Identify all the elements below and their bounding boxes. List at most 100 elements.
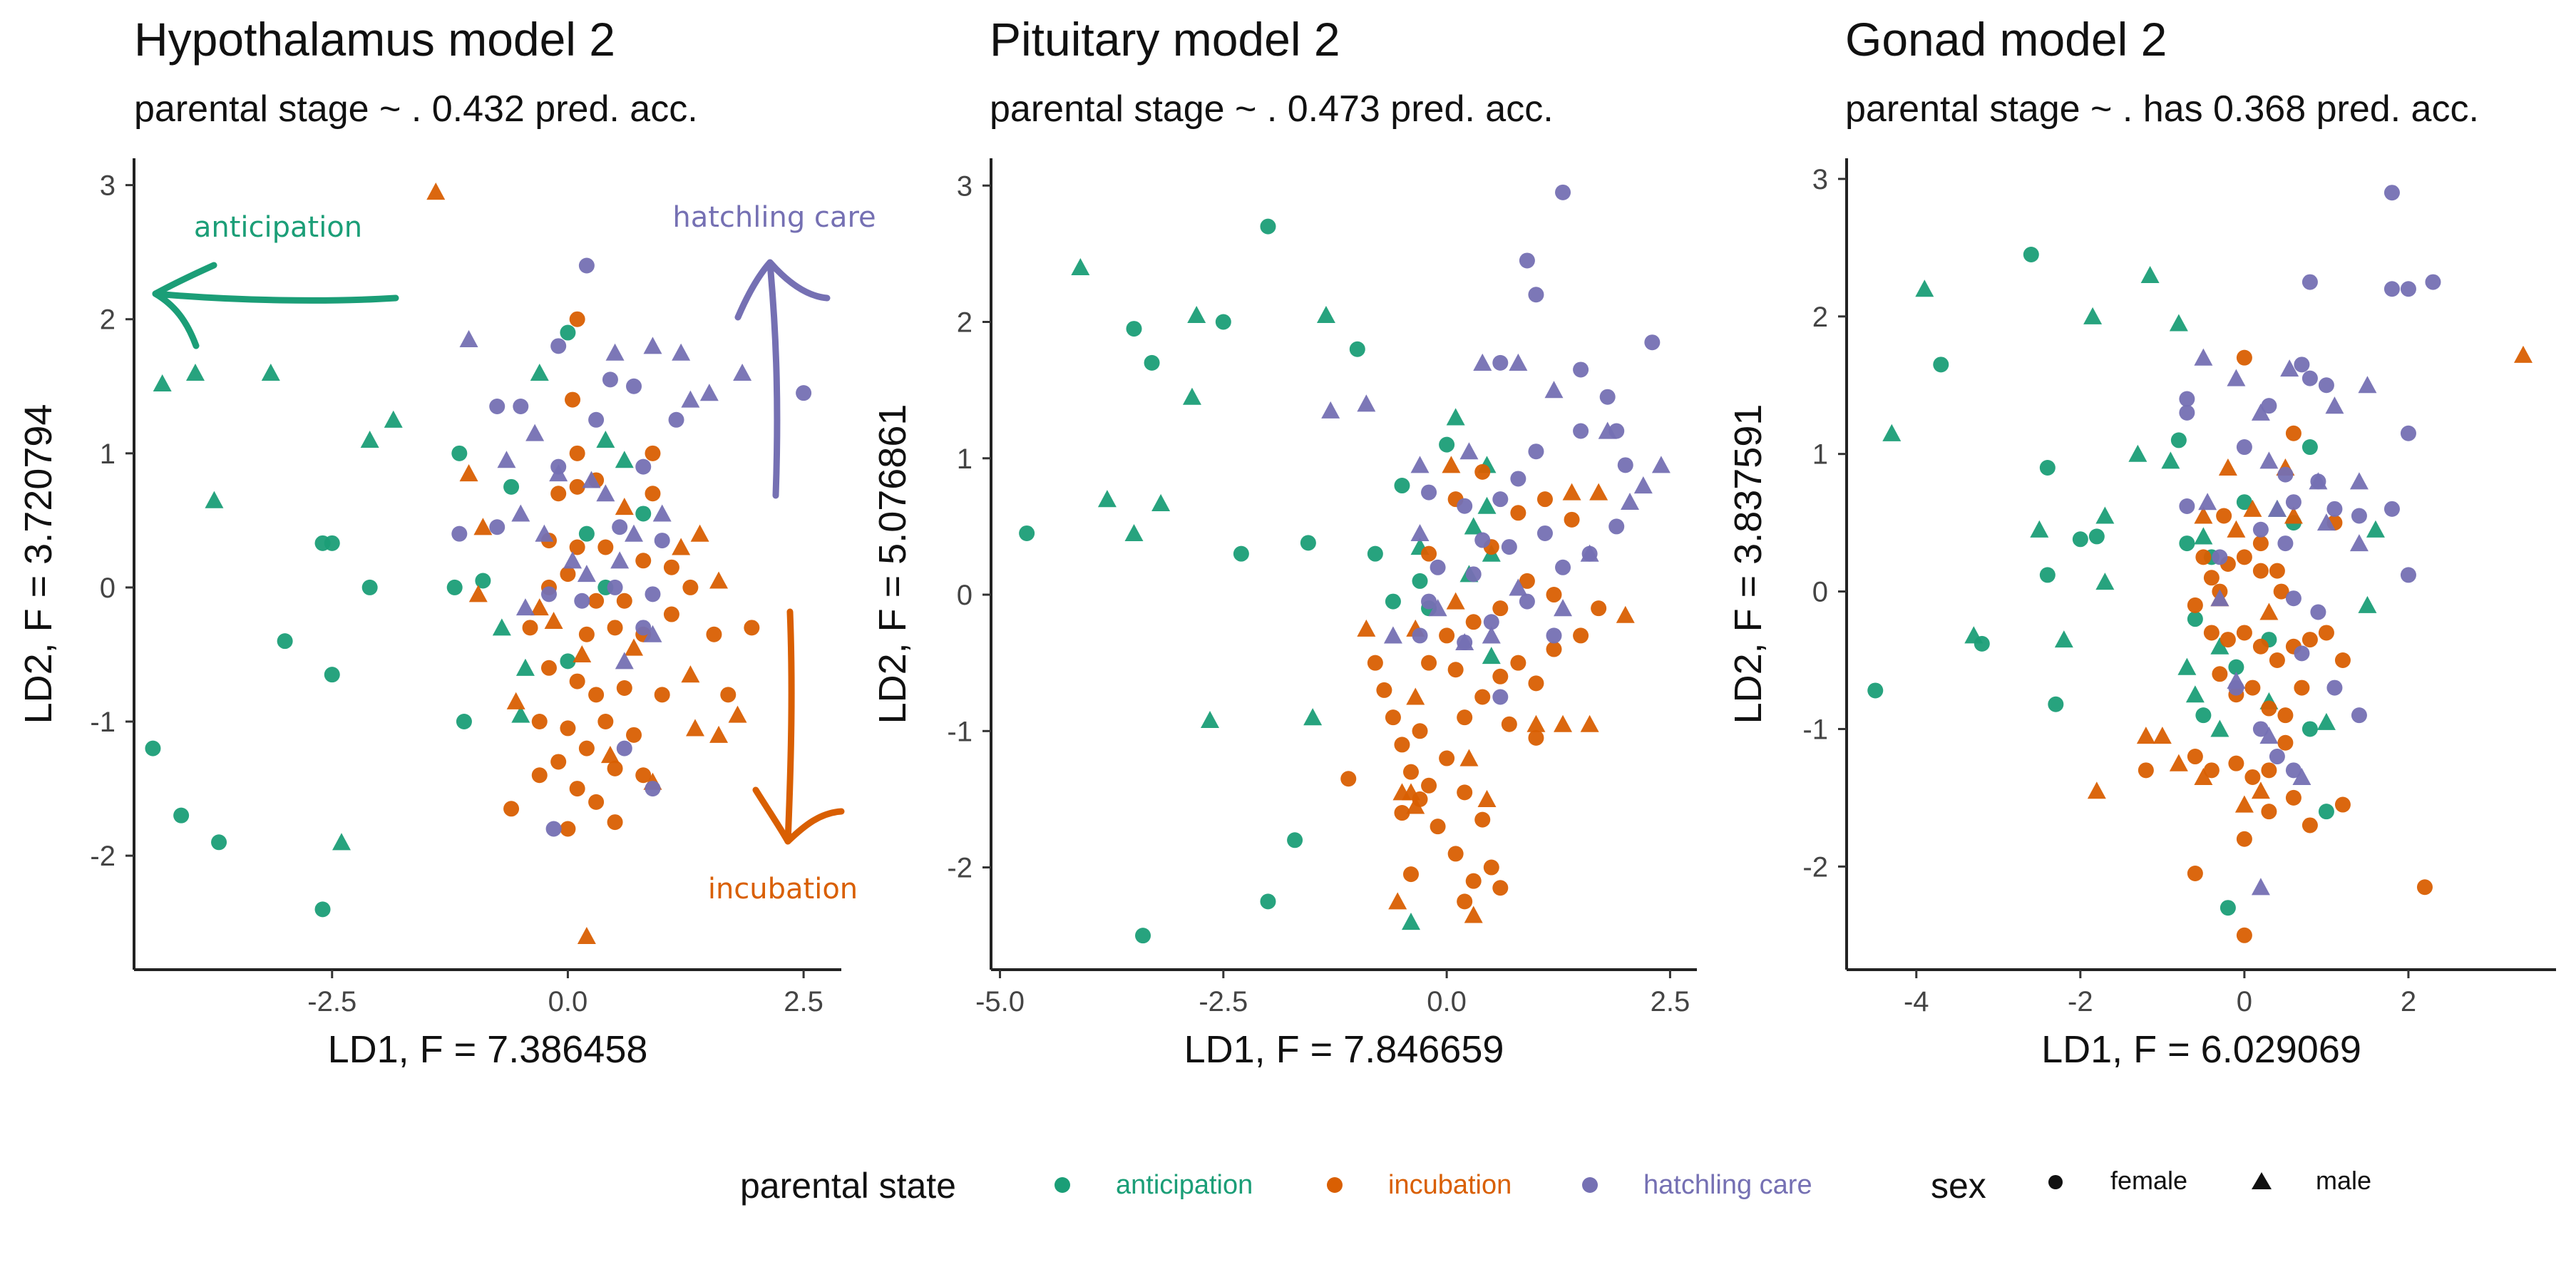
- point-anticipation-female: [2179, 535, 2195, 552]
- point-hatchling-care-female: [1465, 566, 1482, 583]
- point-incubation-female: [1457, 784, 1473, 801]
- x-tick-label: 0.0: [1427, 986, 1467, 1017]
- point-incubation-female: [560, 821, 576, 837]
- point-hatchling-care-female: [1519, 593, 1535, 610]
- point-hatchling-care-male: [1410, 456, 1430, 473]
- point-anticipation-male: [1482, 647, 1501, 665]
- point-hatchling-care-female: [2351, 707, 2367, 724]
- point-hatchling-care-male: [1544, 381, 1564, 399]
- point-incubation-female: [588, 593, 605, 609]
- y-tick-label: 3: [957, 170, 973, 202]
- legend-label-anticipation: anticipation: [1116, 1170, 1253, 1200]
- point-hatchling-care-male: [2259, 727, 2279, 744]
- point-anticipation-male: [2140, 265, 2160, 283]
- point-incubation-female: [1564, 511, 1580, 528]
- point-hatchling-care-male: [2194, 348, 2213, 366]
- point-hatchling-care-male: [2292, 767, 2311, 786]
- point-incubation-male: [2259, 602, 2279, 620]
- point-incubation-male: [1464, 906, 1483, 923]
- point-incubation-female: [663, 606, 679, 622]
- point-hatchling-care-female: [668, 411, 684, 428]
- point-anticipation-female: [1019, 525, 1035, 541]
- x-tick-label: 0: [2237, 986, 2252, 1017]
- point-incubation-female: [1474, 463, 1491, 480]
- point-hatchling-care-female: [1546, 627, 1562, 644]
- point-hatchling-care-female: [1483, 614, 1499, 630]
- point-anticipation-female: [1385, 593, 1401, 610]
- y-tick-label: -1: [947, 716, 973, 747]
- point-anticipation-female: [1287, 832, 1303, 848]
- point-hatchling-care-male: [1410, 523, 1430, 542]
- point-incubation-female: [645, 445, 661, 461]
- point-incubation-female: [2277, 734, 2294, 751]
- point-anticipation-female: [2228, 659, 2244, 675]
- point-incubation-female: [1439, 750, 1455, 766]
- point-hatchling-care-male: [2325, 396, 2344, 414]
- point-incubation-male: [2152, 727, 2172, 744]
- point-hatchling-care-male: [515, 598, 535, 616]
- point-incubation-female: [1439, 627, 1455, 644]
- point-hatchling-care-male: [652, 504, 672, 522]
- point-incubation-male: [459, 464, 478, 482]
- point-hatchling-care-female: [607, 579, 623, 595]
- point-hatchling-care-female: [2383, 501, 2400, 517]
- point-hatchling-care-female: [513, 398, 529, 414]
- point-hatchling-care-female: [2383, 281, 2400, 297]
- point-incubation-female: [2261, 762, 2277, 779]
- point-anticipation-female: [324, 667, 340, 683]
- legend-title-sex: sex: [1931, 1166, 1986, 1206]
- point-anticipation-male: [2030, 520, 2049, 538]
- point-incubation-male: [1406, 796, 1425, 814]
- x-tick-label: -5.0: [975, 986, 1025, 1017]
- point-incubation-female: [2285, 789, 2302, 806]
- point-anticipation-female: [1394, 478, 1410, 494]
- point-incubation-male: [473, 518, 493, 535]
- points: [145, 183, 812, 945]
- point-incubation-female: [1483, 859, 1499, 876]
- x-tick-label: -2.5: [1199, 986, 1248, 1017]
- point-anticipation-male: [2128, 444, 2147, 462]
- point-hatchling-care-male: [2309, 472, 2328, 490]
- point-incubation-male: [1562, 483, 1581, 501]
- point-hatchling-care-female: [2383, 185, 2400, 201]
- point-anticipation-male: [1464, 517, 1483, 535]
- point-incubation-male: [600, 746, 620, 764]
- point-hatchling-care-female: [2400, 281, 2416, 297]
- point-incubation-female: [1394, 737, 1410, 753]
- legend-key-hatchling-care: [1582, 1177, 1598, 1193]
- point-hatchling-care-female: [2252, 521, 2269, 538]
- arrow-down-icon: [784, 608, 795, 845]
- point-incubation-female: [560, 720, 576, 737]
- point-incubation-male: [2194, 767, 2213, 786]
- point-hatchling-care-male: [605, 343, 625, 361]
- y-tick-label: -1: [1802, 714, 1828, 745]
- point-incubation-male: [1616, 605, 1635, 623]
- point-incubation-female: [2228, 755, 2244, 771]
- point-anticipation-male: [1124, 523, 1144, 542]
- point-hatchling-care-female: [489, 398, 506, 414]
- point-hatchling-care-male: [1580, 544, 1599, 562]
- point-hatchling-care-female: [2212, 549, 2228, 565]
- point-hatchling-care-female: [2310, 604, 2326, 620]
- point-hatchling-care-male: [2280, 359, 2299, 377]
- point-hatchling-care-female: [2351, 508, 2367, 524]
- point-hatchling-care-male: [596, 484, 615, 502]
- point-incubation-female: [569, 673, 585, 689]
- point-hatchling-care-female: [602, 371, 618, 388]
- point-anticipation-female: [1349, 341, 1365, 357]
- point-hatchling-care-male: [1428, 599, 1447, 617]
- point-incubation-female: [569, 539, 585, 555]
- point-incubation-female: [2236, 549, 2252, 565]
- point-anticipation-male: [2054, 630, 2073, 648]
- point-hatchling-care-female: [2400, 425, 2416, 441]
- point-hatchling-care-female: [2294, 645, 2310, 662]
- point-hatchling-care-male: [643, 337, 662, 354]
- point-hatchling-care-male: [1509, 578, 1528, 596]
- point-incubation-female: [2220, 632, 2236, 648]
- point-anticipation-male: [511, 705, 530, 723]
- x-axis-label: LD1, F = 6.029069: [2041, 1028, 2361, 1071]
- point-hatchling-care-female: [2277, 535, 2294, 552]
- point-incubation-female: [2261, 804, 2277, 820]
- legend-key-female: [2048, 1175, 2063, 1189]
- point-hatchling-care-male: [610, 551, 630, 569]
